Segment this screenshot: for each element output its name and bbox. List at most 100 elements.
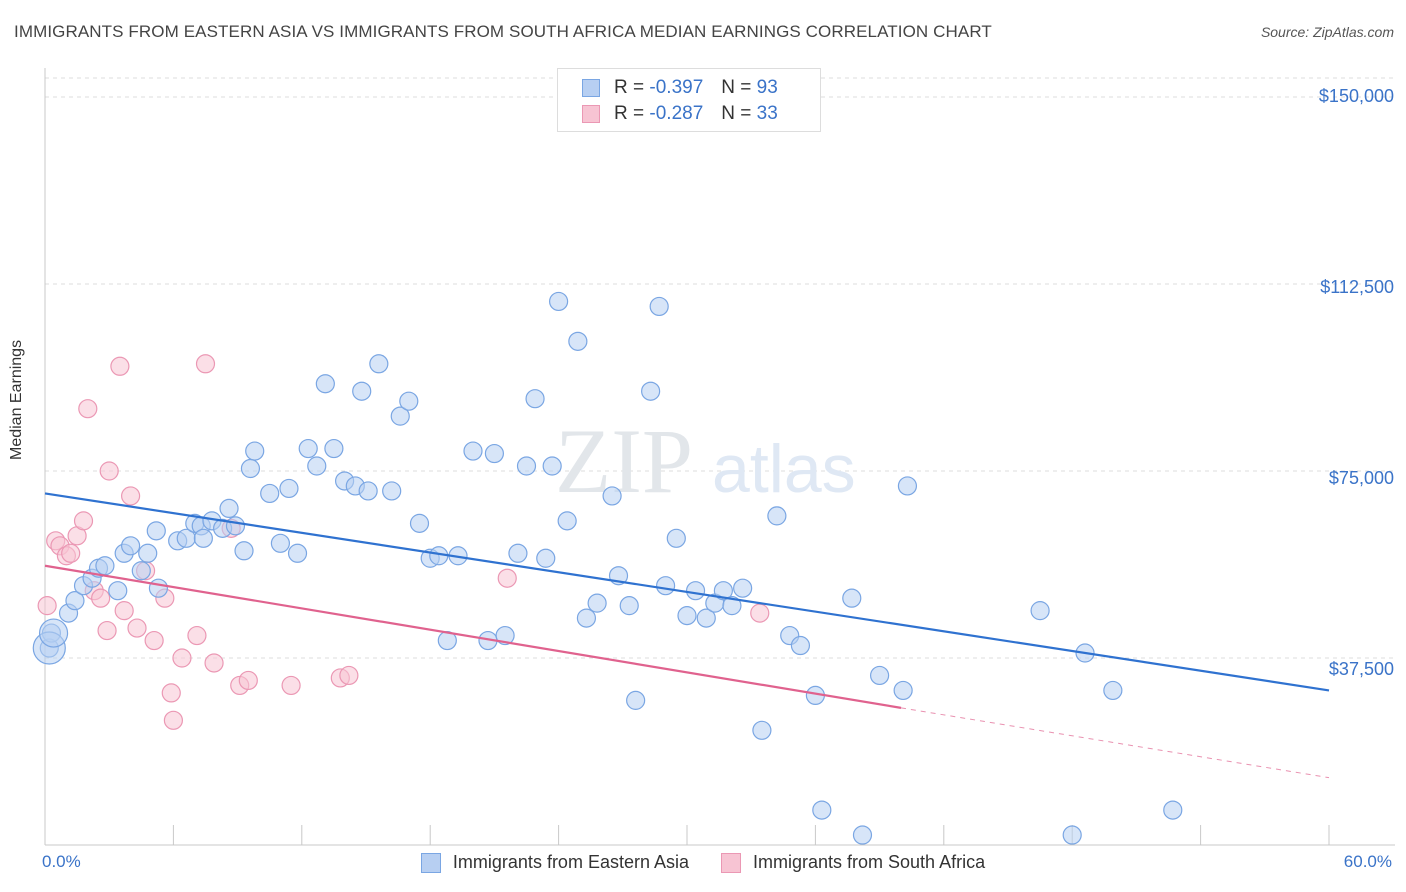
eastern-asia-point-26 [245,441,265,461]
trend-line-eastern-asia [44,492,1330,692]
south-africa-point-0 [37,596,57,616]
y-tick-112500: $112,500 [1320,277,1394,297]
south-africa-point-11 [99,461,119,481]
eastern-asia-point-34 [324,438,344,459]
south-africa-point-19 [161,683,181,703]
trend-line-south-africa [44,564,902,709]
legend-item-south-africa[interactable]: Immigrants from South Africa [721,852,985,873]
y-tick-150000: $150,000 [1318,86,1394,106]
stats-legend: R = -0.397 N = 93 R = -0.287 N = 33 [557,68,821,132]
eastern-asia-point-12 [138,543,158,563]
eastern-asia-point-43 [409,513,430,533]
eastern-asia-point-37 [352,381,372,401]
eastern-asia-point-85 [869,665,890,686]
y-tick-75000: $75,000 [1328,468,1394,488]
south-africa-point-7 [78,399,98,419]
trend-line-south-africa-extension [900,707,1330,779]
eastern-asia-point-75 [722,596,742,616]
trend-lines [44,492,1330,779]
south-africa-point-17 [144,630,164,651]
eastern-asia-point-42 [399,391,419,411]
south-africa-point-4 [61,543,81,563]
n-label: N = [721,77,752,98]
eastern-asia-point-14 [146,521,166,541]
eastern-asia-point-55 [536,548,556,568]
eastern-asia-point-87 [897,476,918,496]
eastern-asia-point-67 [649,296,669,317]
south-africa-point-13 [114,601,134,621]
south-africa-point-28 [281,675,301,696]
eastern-asia-point-83 [842,588,862,608]
south-africa-point-27 [238,670,258,691]
south-africa-point-30 [339,665,359,686]
south-africa-point-21 [172,648,192,668]
legend-swatch-blue [420,852,441,873]
grid-lines [45,77,1395,659]
y-axis-label: Median Earnings [8,339,25,460]
eastern-asia-point-48 [463,441,483,461]
watermark-atlas: atlas [712,431,856,507]
eastern-asia-point-76 [733,578,753,598]
south-africa-point-15 [127,618,147,638]
south-africa-point-10 [97,620,117,641]
stats-row-eastern-asia: R = -0.397 N = 93 [582,76,778,100]
eastern-asia-point-27 [260,483,280,504]
eastern-asia-point-92 [1163,800,1183,820]
eastern-asia-point-39 [369,354,389,374]
eastern-asia-point-69 [666,528,686,548]
south-africa-point-14 [121,486,141,506]
n-value-eastern-asia: 93 [756,77,778,98]
legend-label-eastern-asia: Immigrants from Eastern Asia [452,852,689,872]
south-africa-point-32 [750,603,770,623]
y-tick-37500: $37,500 [1328,659,1394,679]
south-africa-point-23 [195,354,216,374]
eastern-asia-point-52 [508,543,528,563]
eastern-asia-point-33 [315,374,335,394]
south-africa-point-6 [73,511,94,531]
r-value-south-africa: -0.287 [649,103,704,124]
eastern-asia-point-51 [495,625,515,646]
x-tick-min: 0.0% [42,852,81,871]
eastern-asia-point-56 [542,456,562,476]
legend-item-eastern-asia[interactable]: Immigrants from Eastern Asia [420,852,689,873]
south-africa-point-22 [187,625,207,646]
series-legend: Immigrants from Eastern Asia Immigrants … [0,852,1406,873]
eastern-asia-point-89 [1062,825,1082,845]
eastern-asia-point-3 [65,591,85,611]
r-value-eastern-asia: -0.397 [649,77,704,98]
eastern-asia-point-32 [307,456,327,476]
eastern-asia-point-40 [382,481,402,501]
n-label: N = [721,103,752,124]
eastern-asia-point-30 [287,543,308,563]
eastern-asia-point-22 [219,498,239,518]
legend-label-south-africa: Immigrants from South Africa [753,852,986,872]
eastern-asia-point-78 [767,506,787,526]
eastern-asia-point-72 [696,608,716,628]
eastern-asia-point-10 [121,536,141,556]
eastern-asia-point-31 [298,438,318,459]
stats-row-south-africa: R = -0.287 N = 33 [582,102,778,126]
eastern-asia-point-58 [557,511,577,531]
eastern-asia-point-60 [576,608,597,628]
eastern-asia-point-8 [108,581,128,601]
eastern-asia-point-62 [602,486,622,506]
eastern-asia-point-91 [1103,680,1123,701]
eastern-asia-point-64 [619,596,639,616]
eastern-asia-point-7 [95,556,115,576]
series-eastern-asia [32,291,1183,845]
r-label: R = [614,77,645,98]
eastern-asia-point-80 [790,635,811,656]
eastern-asia-point-71 [685,581,706,601]
eastern-asia-point-77 [752,720,772,740]
eastern-asia-point-84 [852,825,873,845]
eastern-asia-point-large-b [38,618,69,648]
eastern-asia-point-29 [279,478,299,499]
x-tick-max: 60.0% [1343,852,1392,871]
eastern-asia-point-86 [893,680,913,701]
pink-swatch [582,105,600,123]
eastern-asia-point-28 [270,533,290,553]
r-label: R = [614,103,645,124]
eastern-asia-point-19 [193,528,213,548]
eastern-asia-point-57 [548,291,569,312]
